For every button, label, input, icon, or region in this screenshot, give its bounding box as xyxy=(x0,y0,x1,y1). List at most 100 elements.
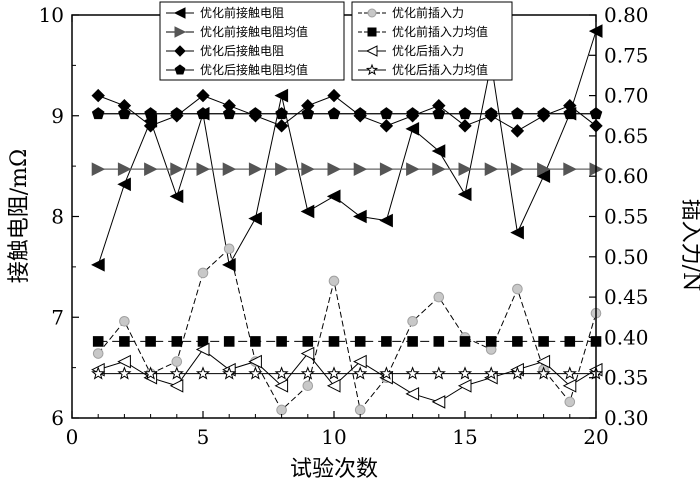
data-point xyxy=(223,243,235,255)
data-point xyxy=(564,396,576,408)
series-8 xyxy=(91,366,604,380)
series-1-line xyxy=(97,30,597,267)
data-point xyxy=(92,336,104,347)
data-point xyxy=(169,366,184,380)
data-point xyxy=(223,336,235,347)
data-point xyxy=(143,119,158,133)
data-point xyxy=(354,336,366,347)
legend-marker xyxy=(174,45,186,57)
data-point xyxy=(302,380,314,392)
data-point xyxy=(405,122,420,136)
legend-label: 优化后接触电阻均值 xyxy=(200,62,308,77)
y-right-tick-label: 0.60 xyxy=(604,164,649,188)
data-point xyxy=(431,395,446,409)
data-point xyxy=(563,162,577,176)
data-point xyxy=(196,88,210,103)
data-point xyxy=(248,162,263,176)
data-point xyxy=(458,162,473,176)
y-axis-right-title: 插入力/N xyxy=(678,199,700,292)
data-point xyxy=(405,387,420,401)
legend-item-1: 优化前接触电阻 xyxy=(166,5,284,20)
y-right-tick-label: 0.35 xyxy=(604,366,649,390)
data-point xyxy=(564,336,576,347)
y-left-tick-label: 7 xyxy=(51,305,64,329)
data-point xyxy=(144,162,158,176)
data-point xyxy=(145,336,156,347)
legend-label: 优化后接触电阻 xyxy=(200,43,284,58)
data-point xyxy=(510,366,525,380)
data-point xyxy=(249,107,262,120)
data-point xyxy=(537,162,551,176)
legend-label: 优化后插入力 xyxy=(392,44,464,58)
data-point xyxy=(353,209,367,224)
axes: 0 5 10 15 20 6 7 8 9 10 0.30 0.35 0.40 0.45 0.50 0.55 0.… xyxy=(39,3,649,449)
legend-marker xyxy=(365,45,378,57)
series-6 xyxy=(92,336,602,347)
data-point xyxy=(379,213,393,228)
data-point xyxy=(407,336,418,347)
data-point xyxy=(197,267,209,279)
data-point xyxy=(328,275,340,287)
y-left-tick-label: 9 xyxy=(51,104,64,128)
x-tick-label: 20 xyxy=(583,425,608,449)
data-point xyxy=(274,366,289,380)
data-point xyxy=(170,162,184,176)
legend-item-3: 优化后接触电阻 xyxy=(166,43,284,58)
data-point xyxy=(117,162,132,176)
series-5 xyxy=(92,243,602,416)
data-point xyxy=(510,124,525,138)
y-left-tick-label: 10 xyxy=(39,3,64,27)
data-point xyxy=(407,315,418,327)
data-point xyxy=(459,336,471,347)
data-point xyxy=(195,342,210,357)
data-point xyxy=(248,354,262,369)
y-right-tick-label: 0.40 xyxy=(604,325,649,349)
data-point xyxy=(353,366,368,380)
y-right-tick-label: 0.45 xyxy=(604,285,649,309)
y-right-tick-label: 0.80 xyxy=(604,3,649,27)
x-axis-title: 试验次数 xyxy=(290,457,378,482)
x-tick-label: 5 xyxy=(197,425,210,449)
data-point xyxy=(301,107,315,120)
data-point xyxy=(170,107,184,120)
plot-area xyxy=(91,24,604,416)
data-point xyxy=(457,366,473,380)
data-point xyxy=(406,162,420,176)
data-point xyxy=(171,356,183,367)
data-point xyxy=(222,162,237,176)
data-point xyxy=(458,107,472,120)
data-point xyxy=(327,162,342,176)
y-left-tick-label: 8 xyxy=(51,205,64,229)
legend-item-2: 优化前接触电阻均值 xyxy=(166,24,308,39)
y-right-tick-label: 0.70 xyxy=(604,84,649,108)
legend-item-4: 优化后接触电阻均值 xyxy=(166,62,308,77)
data-point xyxy=(300,204,315,219)
data-point xyxy=(171,336,183,347)
legend-marker xyxy=(174,64,186,75)
x-tick-label: 10 xyxy=(321,425,346,449)
data-point xyxy=(537,107,550,120)
data-point xyxy=(196,107,210,120)
data-point xyxy=(169,378,184,393)
data-point xyxy=(302,336,314,347)
series-2 xyxy=(91,162,604,176)
legend-label: 优化前接触电阻 xyxy=(200,5,284,20)
x-tick-label: 0 xyxy=(66,425,79,449)
data-point xyxy=(248,211,262,226)
data-point xyxy=(484,366,499,380)
data-point xyxy=(511,107,524,120)
data-point xyxy=(275,162,289,176)
data-point xyxy=(117,366,132,380)
legend-item-7: 优化后插入力 xyxy=(358,44,464,58)
data-point xyxy=(457,187,472,202)
data-point xyxy=(538,336,549,347)
data-point xyxy=(563,107,577,120)
data-point xyxy=(91,258,105,272)
data-point xyxy=(381,336,392,347)
data-point xyxy=(274,88,289,103)
data-point xyxy=(326,378,341,393)
legend-item-6: 优化前插入力均值 xyxy=(358,24,488,39)
data-point xyxy=(119,336,130,347)
y-right-tick-label: 0.55 xyxy=(604,205,649,229)
data-point xyxy=(405,366,420,380)
